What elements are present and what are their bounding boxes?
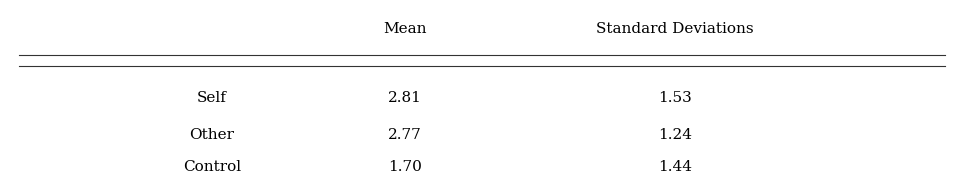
Text: 1.53: 1.53 <box>657 91 692 105</box>
Text: 1.44: 1.44 <box>657 161 692 174</box>
Text: Self: Self <box>198 91 227 105</box>
Text: 2.81: 2.81 <box>388 91 422 105</box>
Text: Mean: Mean <box>383 22 427 36</box>
Text: 2.77: 2.77 <box>388 128 422 142</box>
Text: Standard Deviations: Standard Deviations <box>596 22 754 36</box>
Text: Other: Other <box>190 128 234 142</box>
Text: 1.24: 1.24 <box>657 128 692 142</box>
Text: 1.70: 1.70 <box>388 161 422 174</box>
Text: Control: Control <box>183 161 241 174</box>
